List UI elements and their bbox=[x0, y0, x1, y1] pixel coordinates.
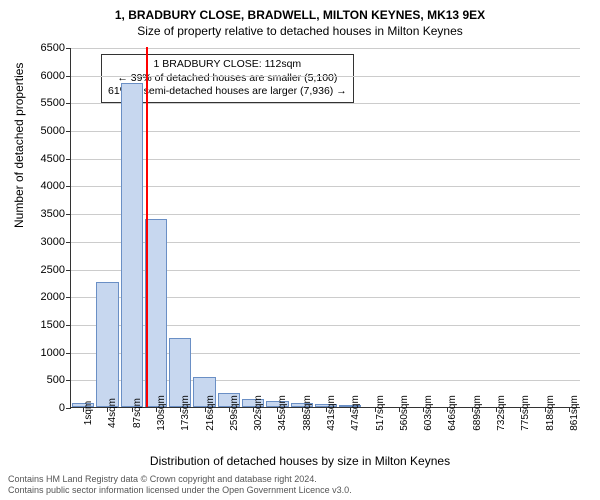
annotation-line-2: ← 39% of detached houses are smaller (5,… bbox=[108, 72, 347, 86]
ytick-label: 2500 bbox=[41, 264, 65, 276]
xtick-label: 302sqm bbox=[253, 395, 264, 431]
xtick-label: 173sqm bbox=[180, 395, 191, 431]
ytick-mark bbox=[66, 297, 71, 298]
xtick-label: 775sqm bbox=[520, 395, 531, 431]
ytick-label: 500 bbox=[47, 374, 65, 386]
ytick-label: 4500 bbox=[41, 153, 65, 165]
xtick-label: 732sqm bbox=[496, 395, 507, 431]
ytick-mark bbox=[66, 186, 71, 187]
xtick-label: 1sqm bbox=[83, 401, 94, 425]
xtick-label: 818sqm bbox=[545, 395, 556, 431]
chart-plot-area: 1 BRADBURY CLOSE: 112sqm ← 39% of detach… bbox=[70, 48, 580, 408]
xtick-label: 517sqm bbox=[375, 395, 386, 431]
ytick-mark bbox=[66, 325, 71, 326]
xtick-label: 861sqm bbox=[569, 395, 580, 431]
ytick-label: 3000 bbox=[41, 236, 65, 248]
ytick-mark bbox=[66, 408, 71, 409]
ytick-label: 1000 bbox=[41, 347, 65, 359]
xtick-label: 474sqm bbox=[350, 395, 361, 431]
ytick-label: 1500 bbox=[41, 319, 65, 331]
ytick-mark bbox=[66, 380, 71, 381]
xtick-label: 259sqm bbox=[229, 395, 240, 431]
property-marker-line bbox=[146, 47, 148, 407]
xtick-label: 345sqm bbox=[277, 395, 288, 431]
footer-line-2: Contains public sector information licen… bbox=[8, 485, 352, 496]
histogram-bar bbox=[121, 83, 143, 407]
xtick-label: 44sqm bbox=[107, 398, 118, 428]
annotation-line-1: 1 BRADBURY CLOSE: 112sqm bbox=[108, 58, 347, 72]
ytick-label: 3500 bbox=[41, 208, 65, 220]
xtick-label: 689sqm bbox=[472, 395, 483, 431]
ytick-mark bbox=[66, 214, 71, 215]
xtick-label: 388sqm bbox=[302, 395, 313, 431]
x-axis-label: Distribution of detached houses by size … bbox=[0, 454, 600, 468]
xtick-label: 216sqm bbox=[205, 395, 216, 431]
ytick-mark bbox=[66, 159, 71, 160]
footer-attribution: Contains HM Land Registry data © Crown c… bbox=[8, 474, 352, 496]
xtick-label: 130sqm bbox=[156, 395, 167, 431]
y-axis-label: Number of detached properties bbox=[12, 63, 26, 228]
xtick-label: 603sqm bbox=[423, 395, 434, 431]
chart-title-main: 1, BRADBURY CLOSE, BRADWELL, MILTON KEYN… bbox=[0, 0, 600, 22]
ytick-label: 5000 bbox=[41, 125, 65, 137]
xtick-label: 646sqm bbox=[447, 395, 458, 431]
ytick-label: 4000 bbox=[41, 180, 65, 192]
ytick-mark bbox=[66, 103, 71, 104]
ytick-mark bbox=[66, 48, 71, 49]
ytick-label: 6500 bbox=[41, 42, 65, 54]
chart-title-sub: Size of property relative to detached ho… bbox=[0, 22, 600, 38]
annotation-line-3: 61% of semi-detached houses are larger (… bbox=[108, 85, 347, 99]
ytick-label: 5500 bbox=[41, 97, 65, 109]
ytick-mark bbox=[66, 76, 71, 77]
ytick-label: 6000 bbox=[41, 70, 65, 82]
xtick-label: 431sqm bbox=[326, 395, 337, 431]
ytick-mark bbox=[66, 353, 71, 354]
ytick-mark bbox=[66, 242, 71, 243]
ytick-mark bbox=[66, 270, 71, 271]
histogram-bar bbox=[96, 282, 118, 407]
xtick-label: 87sqm bbox=[132, 398, 143, 428]
xtick-label: 560sqm bbox=[399, 395, 410, 431]
histogram-bar bbox=[145, 219, 167, 407]
ytick-label: 2000 bbox=[41, 291, 65, 303]
ytick-label: 0 bbox=[59, 402, 65, 414]
ytick-mark bbox=[66, 131, 71, 132]
footer-line-1: Contains HM Land Registry data © Crown c… bbox=[8, 474, 352, 485]
